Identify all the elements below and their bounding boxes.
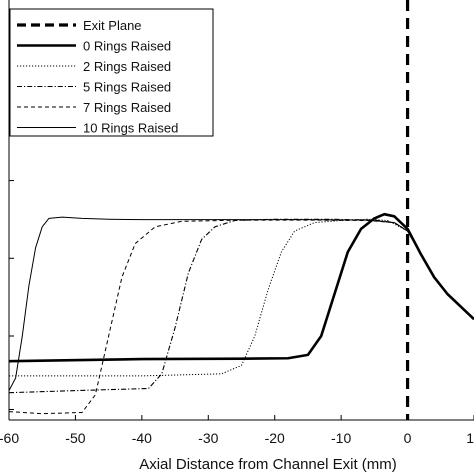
x-axis-label: Axial Distance from Channel Exit (mm): [139, 456, 397, 473]
series-line-2-rings-raised: [9, 218, 474, 377]
series-line-7-rings-raised: [8, 219, 474, 415]
x-tick-label: -50: [65, 430, 85, 446]
x-tick-label: -10: [331, 430, 351, 446]
series-line-0-rings-raised: [8, 212, 474, 363]
legend-entries: Exit Plane 0 Rings Raised 2 Rings Raised 5 …: [17, 18, 178, 136]
legend: Exit Plane 0 Rings Raised 2 Rings Raised 5 …: [9, 8, 214, 137]
x-tick-label: -40: [132, 430, 152, 446]
legend-label-0-rings-raised: 0 Rings Raised: [83, 39, 171, 54]
series-line-5-rings-raised: [8, 218, 474, 394]
series-line-10-rings-raised: [8, 216, 474, 391]
plot-frame: [8, 0, 474, 421]
x-tick-label: 0: [404, 430, 412, 446]
legend-label-10-rings-raised: 10 Rings Raised: [83, 121, 178, 136]
x-tick-label: 10: [466, 430, 474, 446]
legend-label-5-rings-raised: 5 Rings Raised: [83, 80, 171, 95]
legend-label-7-rings-raised: 7 Rings Raised: [83, 100, 171, 115]
legend-box: [9, 8, 214, 137]
series-lines: [8, 212, 474, 415]
x-tick-label: -60: [0, 430, 19, 446]
legend-label-2-rings-raised: 2 Rings Raised: [83, 59, 171, 74]
x-tick-label: -20: [265, 430, 285, 446]
legend-label-exit-plane: Exit Plane: [83, 18, 142, 33]
x-tick-label: -30: [198, 430, 218, 446]
x-axis-ticks: -60 -50 -40 -30 -20 -10 0 10: [0, 415, 474, 446]
